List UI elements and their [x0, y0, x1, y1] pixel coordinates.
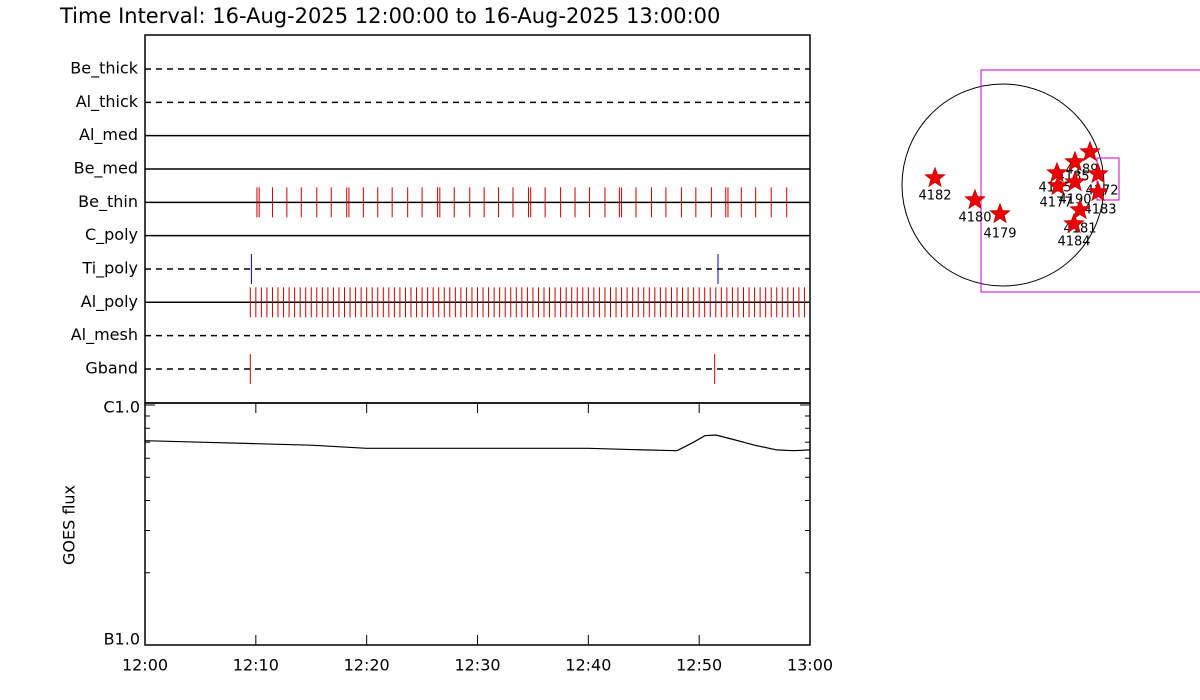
row-label: C_poly: [85, 225, 138, 245]
x-tick-label: 12:30: [454, 656, 500, 675]
region-label: 4190: [1058, 193, 1091, 208]
row-label: Gband: [85, 358, 138, 377]
region-star: [1064, 170, 1086, 192]
region-star: [964, 188, 986, 210]
region-star: [1047, 174, 1069, 196]
region-star: [1063, 212, 1085, 234]
row-label: Al_med: [79, 125, 138, 145]
goes-line: [144, 434, 811, 452]
region-label: 4184: [1057, 235, 1090, 250]
region-star: [1087, 162, 1109, 184]
region-star: [924, 166, 946, 188]
region-label: 4180: [958, 211, 991, 226]
row-label: Al_thick: [76, 92, 139, 112]
chart-title: Time Interval: 16-Aug-2025 12:00:00 to 1…: [59, 4, 720, 28]
region-label: 4182: [918, 189, 951, 204]
row-label: Be_med: [74, 158, 138, 178]
x-tick-label: 12:20: [344, 656, 390, 675]
row-label: Al_poly: [81, 292, 138, 312]
x-tick-label: 12:50: [676, 656, 722, 675]
region-star: [1069, 198, 1091, 220]
fov-box: [980, 69, 1200, 293]
region-label: 4177: [1039, 196, 1072, 211]
x-tick-label: 12:10: [233, 656, 279, 675]
timeline-frame: [144, 34, 811, 404]
region-star: [1046, 161, 1068, 183]
row-label: Be_thick: [70, 59, 138, 79]
x-tick-label: 12:00: [122, 656, 168, 675]
y-tick-label: B1.0: [104, 630, 140, 649]
row-label: Be_thin: [78, 192, 138, 212]
x-tick-label: 12:40: [565, 656, 611, 675]
region-star: [1064, 150, 1086, 172]
y-axis-label: GOES flux: [60, 485, 79, 565]
row-label: Ti_poly: [81, 258, 138, 278]
region-star: [989, 202, 1011, 224]
region-star: [1079, 140, 1101, 162]
region-star: [1087, 180, 1109, 202]
row-label: Al_mesh: [71, 325, 138, 345]
region-label: 4183: [1083, 203, 1116, 218]
y-tick-label: C1.0: [103, 398, 140, 417]
solar-disk: [901, 83, 1105, 287]
region-label: 4179: [983, 227, 1016, 242]
x-tick-label: 13:00: [787, 656, 833, 675]
goes-frame: [144, 402, 811, 646]
